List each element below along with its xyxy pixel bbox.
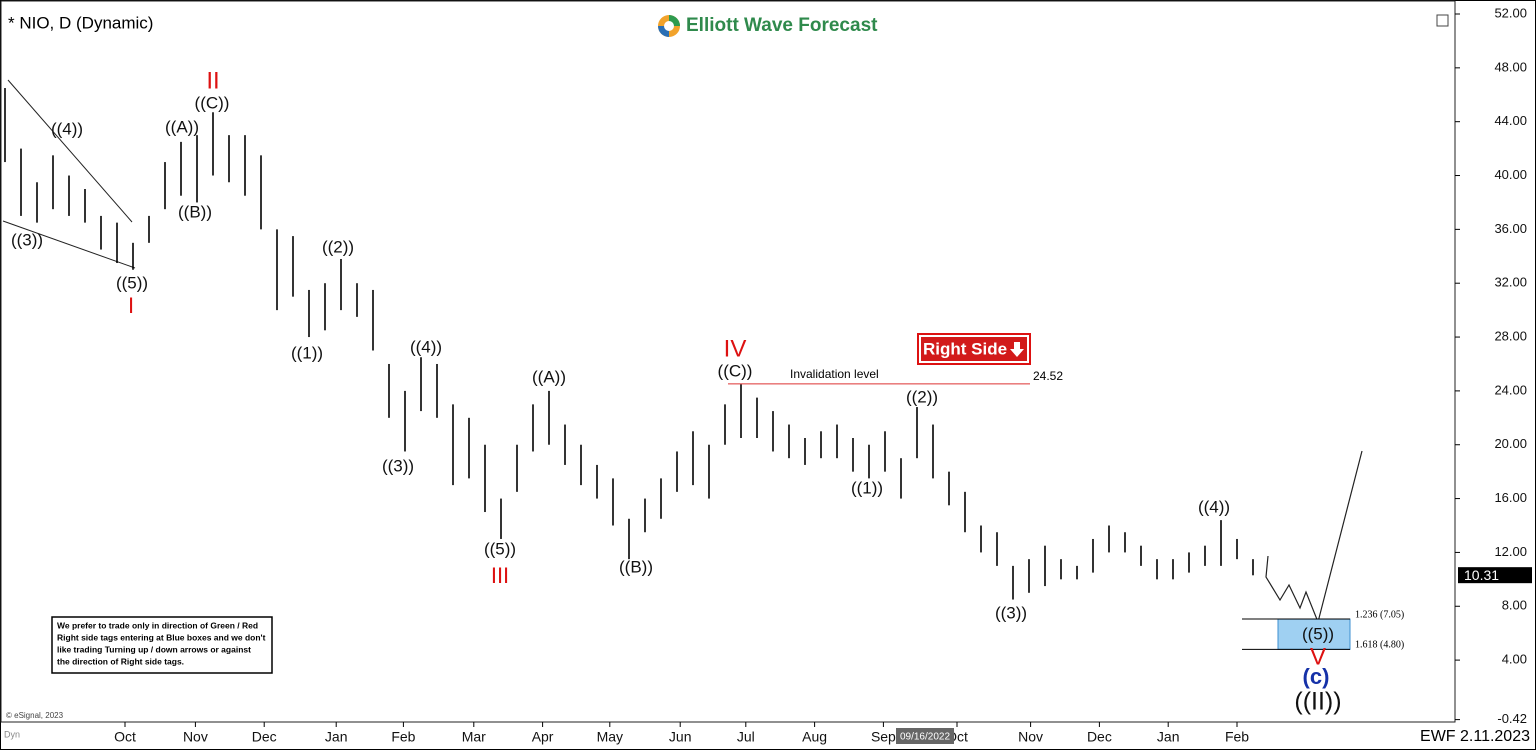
x-tick-label: Nov [183,729,208,745]
wave-label: ((C)) [195,93,230,112]
wave-label: III [491,563,509,588]
y-tick-label: 40.00 [1494,167,1527,182]
y-tick-label: 44.00 [1494,113,1527,128]
logo [658,15,680,37]
x-tick-label: Feb [391,729,415,745]
copyright: © eSignal, 2023 [6,711,64,720]
x-tick-label: Nov [1018,729,1043,745]
trendline [7,79,133,223]
wave-label: II [206,67,219,94]
wave-label: ((5)) [116,273,148,292]
x-tick-label: Oct [114,729,136,745]
wave-label: ((B)) [178,202,212,221]
wave-label: ((5)) [1302,624,1334,643]
plot-area [0,0,1456,723]
wave-label: ((2)) [322,237,354,256]
disclaimer-line: like trading Turning up / down arrows or… [57,644,251,654]
symbol-title: * NIO, D (Dynamic) [8,13,153,32]
wave-label: ((3)) [995,603,1027,622]
y-tick-label: 16.00 [1494,490,1527,505]
wave-label: ((1)) [851,478,883,497]
right-side-tag: Right Side [917,333,1031,365]
trendline [2,220,136,269]
x-tick-label: Dec [1087,729,1112,745]
disclaimer-line: We prefer to trade only in direction of … [57,620,258,630]
x-tick-label: Sep [871,729,896,745]
disclaimer-box: We prefer to trade only in direction of … [51,616,273,674]
y-tick-label: 12.00 [1494,544,1527,559]
disclaimer-line: the direction of Right side tags. [57,656,184,666]
fib-label: 1.236 (7.05) [1355,609,1404,620]
disclaimer-line: Right side tags entering at Blue boxes a… [57,632,266,642]
wave-label: ((4)) [51,119,83,138]
invalidation-value: 24.52 [1033,369,1063,383]
x-tick-label: Jul [737,729,755,745]
x-tick-label: Apr [532,729,554,745]
stamp: EWF 2.11.2023 [1420,728,1530,745]
y-tick-label: 32.00 [1494,275,1527,290]
wave-label: ((A)) [532,367,566,386]
x-tick-label: Jan [1157,729,1180,745]
wave-label: ((C)) [718,361,753,380]
wave-label: ((II)) [1294,688,1341,716]
invalidation-label: Invalidation level [790,367,879,381]
y-tick-label: 48.00 [1494,59,1527,74]
wave-label: I [128,293,134,318]
cursor-date: 09/16/2022 [900,732,950,743]
wave-label: IV [724,335,747,362]
x-tick-label: Jan [325,729,348,745]
wave-label: ((4)) [1198,497,1230,516]
brand: Elliott Wave Forecast [686,15,878,36]
fib-label: 1.618 (4.80) [1355,640,1404,651]
projection-path [1265,450,1363,624]
y-tick-label: 8.00 [1502,598,1527,613]
wave-label: ((1)) [291,343,323,362]
wave-label: ((A)) [165,117,199,136]
tag-text: Right Side [923,339,1007,358]
window-icon [1436,14,1449,27]
x-tick-label: Aug [802,729,827,745]
x-tick-label: May [597,729,623,745]
wave-label: ((2)) [906,387,938,406]
cursor-date-box [896,728,954,744]
x-tick-label: Mar [462,729,486,745]
wave-label: (c) [1303,664,1330,689]
dyn-label: Dyn [4,729,20,739]
y-tick-label: 36.00 [1494,221,1527,236]
x-tick-label: Dec [252,729,277,745]
wave-label: ((5)) [484,539,516,558]
last-price-box [1458,567,1532,584]
x-tick-label: Feb [1225,729,1249,745]
y-tick-label: 24.00 [1494,382,1527,397]
y-tick-label: 4.00 [1502,652,1527,667]
wave-label: ((4)) [410,337,442,356]
last-price-label: 10.31 [1464,567,1499,583]
wave-label: ((B)) [619,557,653,576]
y-tick-label: 52.00 [1494,5,1527,20]
wave-label: ((3)) [382,456,414,475]
y-tick-label: 20.00 [1494,436,1527,451]
x-tick-label: Jun [669,729,692,745]
wave-label: V [1310,643,1326,670]
wave-label: ((3)) [11,230,43,249]
y-tick-label: -0.42 [1497,711,1527,726]
y-tick-label: 28.00 [1494,328,1527,343]
